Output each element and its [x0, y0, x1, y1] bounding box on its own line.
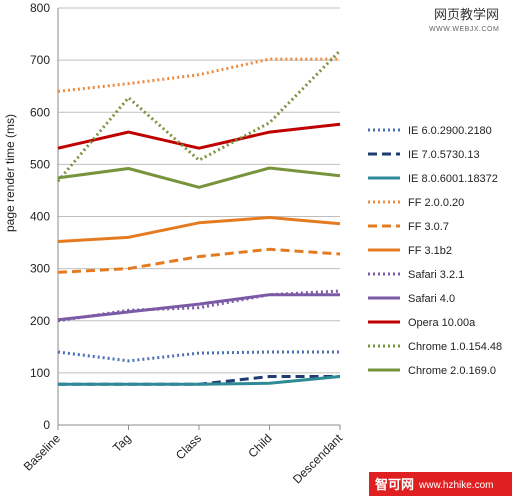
legend: IE 6.0.2900.2180 IE 7.0.5730.13 IE 8.0.600… — [368, 125, 502, 377]
legend-entry: FF 2.0.0.20 — [408, 197, 464, 209]
x-tick-label: Child — [245, 431, 274, 460]
y-tick-label: 0 — [43, 418, 50, 432]
y-tick-label: 600 — [30, 105, 50, 119]
series-line — [58, 375, 341, 386]
y-tick-label: 400 — [30, 210, 50, 224]
series-line — [57, 350, 340, 363]
series-line — [57, 293, 340, 322]
y-tick-label: 800 — [30, 1, 50, 15]
legend-entry: IE 7.0.5730.13 — [408, 149, 480, 161]
x-tick-label: Tag — [110, 431, 134, 455]
x-tick-label: Descendant — [290, 431, 346, 487]
y-tick-label: 500 — [30, 157, 50, 171]
series-line — [57, 289, 341, 323]
series-line — [57, 166, 341, 189]
watermark-top-url: WWW.WEBJX.COM — [429, 26, 499, 33]
watermark-bottom-brand: 智可网 — [375, 477, 414, 492]
watermark-top: 网页教学网 WWW.WEBJX.COM — [429, 7, 499, 33]
series-line — [56, 49, 342, 183]
series-lines — [56, 49, 342, 386]
x-tick-label: Baseline — [21, 431, 64, 474]
series-line — [57, 216, 341, 243]
watermark-bottom: 智可网 www.hzhike.com — [369, 472, 512, 496]
legend-entry: Safari 4.0 — [408, 293, 455, 305]
legend-entry: IE 8.0.6001.18372 — [408, 173, 498, 185]
x-tick-labels: Baseline Tag Class Child Descendant — [21, 431, 346, 487]
gridlines — [58, 7, 340, 374]
legend-entry: Chrome 1.0.154.48 — [408, 341, 502, 353]
watermark-bottom-bg — [369, 472, 512, 496]
y-tick-labels: 0 100 200 300 400 500 600 700 800 — [30, 1, 50, 432]
x-tick-label: Class — [173, 431, 204, 462]
legend-entry: Chrome 2.0.169.0 — [408, 365, 496, 377]
y-tick-label: 200 — [30, 314, 50, 328]
y-axis-title: page render time (ms) — [3, 114, 17, 232]
legend-entry: IE 6.0.2900.2180 — [408, 125, 492, 137]
legend-entry: FF 3.0.7 — [408, 221, 449, 233]
legend-entry: Opera 10.00a — [408, 317, 476, 329]
y-tick-label: 300 — [30, 262, 50, 276]
legend-entry: FF 3.1b2 — [408, 245, 452, 257]
y-tick-label: 100 — [30, 366, 50, 380]
y-tick-label: 700 — [30, 53, 50, 67]
watermark-bottom-url: www.hzhike.com — [418, 480, 493, 491]
axes — [57, 8, 341, 430]
series-line — [57, 122, 341, 150]
legend-entry: Safari 3.2.1 — [408, 269, 464, 281]
series-line — [57, 247, 341, 274]
watermark-top-title: 网页教学网 — [434, 7, 499, 22]
series-line — [57, 57, 340, 93]
